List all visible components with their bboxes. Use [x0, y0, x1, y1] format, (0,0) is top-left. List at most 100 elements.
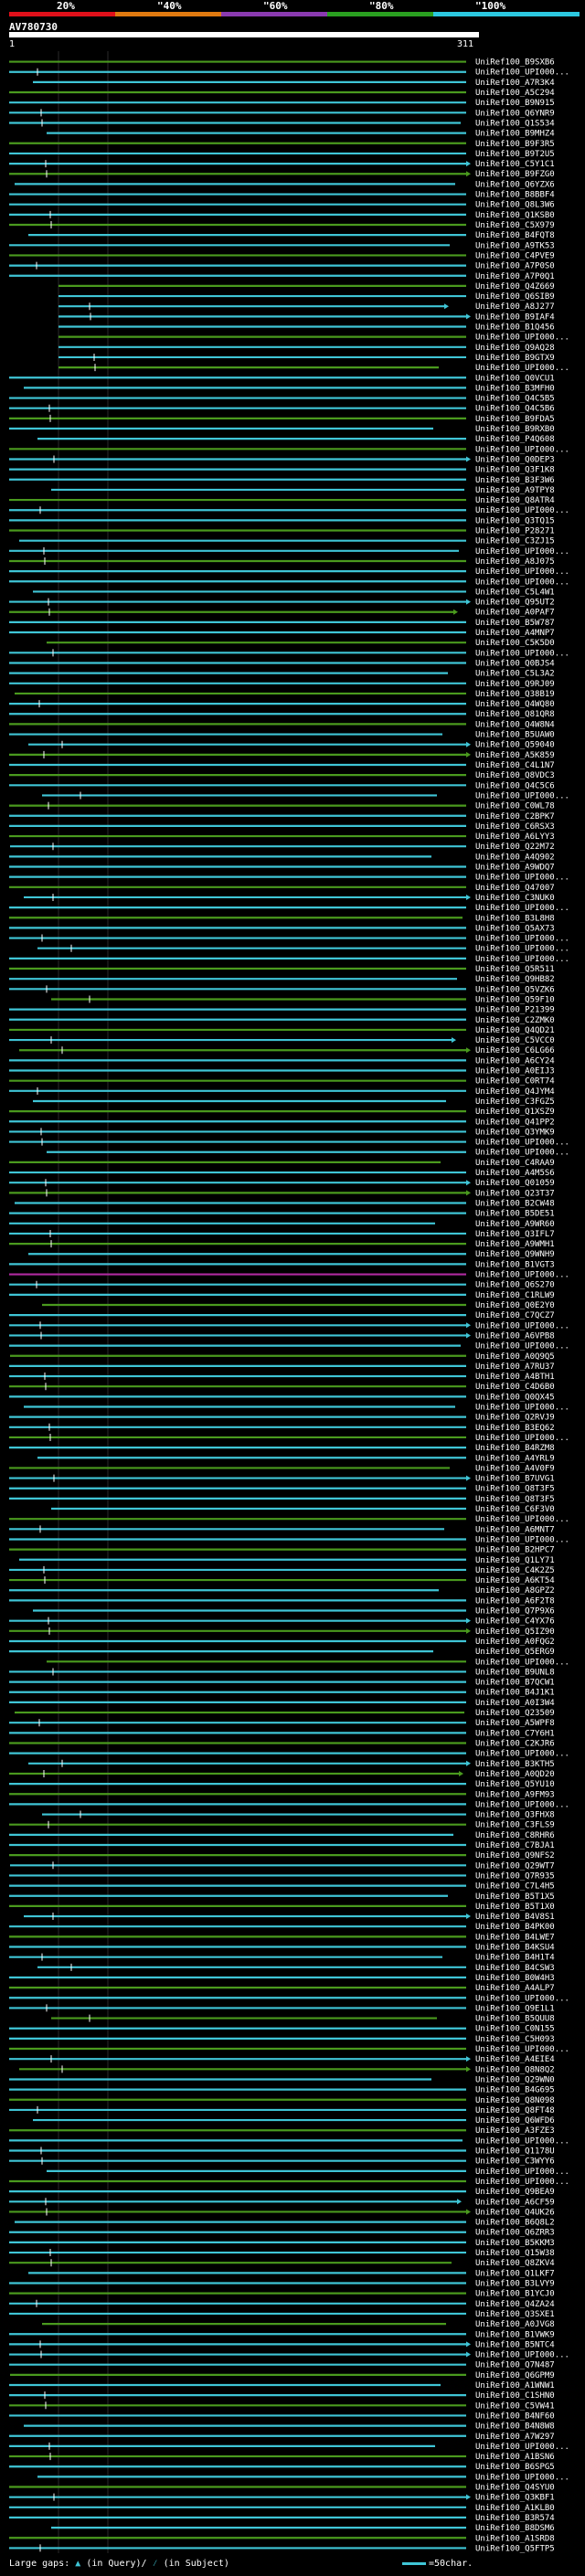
hit-label[interactable]: UniRef100_B5KKM3 [475, 2239, 555, 2248]
hit-label[interactable]: UniRef100_Q5ERG9 [475, 1648, 555, 1657]
hit-label[interactable]: UniRef100_Q8VDC3 [475, 771, 555, 780]
hit-label[interactable]: UniRef100_A8GPZ2 [475, 1586, 555, 1595]
hit-label[interactable]: UniRef100_Q9RJ09 [475, 680, 555, 689]
hit-label[interactable]: UniRef100_C4L1N7 [475, 761, 555, 770]
hit-label[interactable]: UniRef100_Q6YZX6 [475, 180, 555, 189]
hit-label[interactable]: UniRef100_B9N915 [475, 99, 555, 108]
hit-label[interactable]: UniRef100_A7W297 [475, 2433, 555, 2442]
hit-label[interactable]: UniRef100_Q4JYM4 [475, 1087, 555, 1097]
hit-label[interactable]: UniRef100_B9MHZ4 [475, 130, 555, 139]
hit-label[interactable]: UniRef100_B9SXB6 [475, 58, 555, 68]
hit-label[interactable]: UniRef100_B5T1X0 [475, 1903, 555, 1912]
hit-label[interactable]: UniRef100_B9FDA5 [475, 415, 555, 424]
hit-label[interactable]: UniRef100_Q1S534 [475, 119, 555, 128]
hit-label[interactable]: UniRef100_B9UNL8 [475, 1668, 555, 1677]
hit-label[interactable]: UniRef100_B3L8H8 [475, 914, 555, 923]
hit-label[interactable]: UniRef100_A1KLB0 [475, 2504, 555, 2513]
hit-label[interactable]: UniRef100_Q8N8Q2 [475, 2065, 555, 2074]
hit-label[interactable]: UniRef100_Q47007 [475, 884, 555, 893]
hit-label[interactable]: UniRef100_B1Q456 [475, 323, 555, 333]
hit-label[interactable]: UniRef100_UPI000... [475, 2473, 569, 2482]
hit-label[interactable]: UniRef100_B0W4H3 [475, 1974, 555, 1983]
hit-label[interactable]: UniRef100_B3MFH0 [475, 384, 555, 393]
hit-label[interactable]: UniRef100_A4V0F9 [475, 1464, 555, 1473]
hit-label[interactable]: UniRef100_Q8N098 [475, 2096, 555, 2105]
hit-label[interactable]: UniRef100_Q4ZA24 [475, 2300, 555, 2309]
hit-label[interactable]: UniRef100_B4N8W8 [475, 2422, 555, 2432]
hit-label[interactable]: UniRef100_B5QUU8 [475, 2015, 555, 2024]
hit-label[interactable]: UniRef100_A0JVG8 [475, 2320, 555, 2329]
hit-label[interactable]: UniRef100_B9GTX9 [475, 354, 555, 363]
hit-label[interactable]: UniRef100_UPI000... [475, 1515, 569, 1524]
hit-label[interactable]: UniRef100_Q0BJS4 [475, 659, 555, 668]
hit-label[interactable]: UniRef100_A0PAF7 [475, 609, 555, 618]
hit-label[interactable]: UniRef100_B4FQT8 [475, 231, 555, 240]
hit-label[interactable]: UniRef100_UPI000... [475, 2045, 569, 2054]
hit-label[interactable]: UniRef100_C1SHN0 [475, 2391, 555, 2401]
hit-label[interactable]: UniRef100_Q9HB82 [475, 975, 555, 984]
hit-label[interactable]: UniRef100_Q4Z669 [475, 282, 555, 292]
hit-label[interactable]: UniRef100_A4ALP7 [475, 1984, 555, 1993]
hit-label[interactable]: UniRef100_Q6SIB9 [475, 292, 555, 302]
hit-label[interactable]: UniRef100_Q4C5B5 [475, 395, 555, 404]
hit-label[interactable]: UniRef100_UPI000... [475, 1342, 569, 1352]
hit-label[interactable]: UniRef100_A0I3W4 [475, 1699, 555, 1708]
hit-label[interactable]: UniRef100_C5L4W1 [475, 588, 555, 597]
hit-label[interactable]: UniRef100_B9RXB0 [475, 425, 555, 434]
hit-label[interactable]: UniRef100_Q8FT48 [475, 2106, 555, 2115]
hit-label[interactable]: UniRef100_C3ZJ15 [475, 537, 555, 546]
hit-label[interactable]: UniRef100_Q1KSB0 [475, 211, 555, 220]
hit-label[interactable]: UniRef100_A1SRD8 [475, 2534, 555, 2543]
hit-label[interactable]: UniRef100_C6RSX3 [475, 822, 555, 832]
hit-label[interactable]: UniRef100_Q95UT2 [475, 599, 555, 608]
hit-label[interactable]: UniRef100_C5VCC0 [475, 1036, 555, 1045]
hit-label[interactable]: UniRef100_B4V8S1 [475, 1913, 555, 1922]
hit-label[interactable]: UniRef100_Q3IFL7 [475, 1230, 555, 1239]
hit-label[interactable]: UniRef100_A6CY24 [475, 1056, 555, 1065]
hit-label[interactable]: UniRef100_A4EIE4 [475, 2055, 555, 2064]
hit-label[interactable]: UniRef100_B2CW48 [475, 1199, 555, 1208]
hit-label[interactable]: UniRef100_B3KTH5 [475, 1760, 555, 1769]
hit-label[interactable]: UniRef100_UPI000... [475, 649, 569, 658]
hit-label[interactable]: UniRef100_UPI000... [475, 1750, 569, 1759]
hit-label[interactable]: UniRef100_Q8T3F5 [475, 1495, 555, 1504]
hit-label[interactable]: UniRef100_C8RHR6 [475, 1831, 555, 1840]
hit-label[interactable]: UniRef100_A3FZE3 [475, 2126, 555, 2136]
hit-label[interactable]: UniRef100_Q0E2Y0 [475, 1301, 555, 1310]
hit-label[interactable]: UniRef100_Q0DEP3 [475, 455, 555, 464]
hit-label[interactable]: UniRef100_A0FQG2 [475, 1638, 555, 1647]
hit-label[interactable]: UniRef100_A5C294 [475, 89, 555, 98]
hit-label[interactable]: UniRef100_UPI000... [475, 1434, 569, 1443]
hit-label[interactable]: UniRef100_A9WR60 [475, 1220, 555, 1229]
hit-label[interactable]: UniRef100_UPI000... [475, 904, 569, 913]
hit-label[interactable]: UniRef100_Q4SYU0 [475, 2484, 555, 2493]
hit-label[interactable]: UniRef100_C3WYY6 [475, 2157, 555, 2167]
hit-label[interactable]: UniRef100_A8J277 [475, 302, 555, 312]
hit-label[interactable]: UniRef100_B4CSW3 [475, 1964, 555, 1973]
hit-label[interactable]: UniRef100_UPI000... [475, 578, 569, 587]
hit-label[interactable]: UniRef100_Q9AQ28 [475, 344, 555, 353]
hit-label[interactable]: UniRef100_Q2RVJ9 [475, 1414, 555, 1423]
hit-label[interactable]: UniRef100_A6LYY3 [475, 832, 555, 842]
hit-label[interactable]: UniRef100_UPI000... [475, 1800, 569, 1809]
hit-label[interactable]: UniRef100_Q7R935 [475, 1871, 555, 1881]
hit-label[interactable]: UniRef100_UPI000... [475, 935, 569, 944]
hit-label[interactable]: UniRef100_UPI000... [475, 506, 569, 515]
hit-label[interactable]: UniRef100_Q1178U [475, 2147, 555, 2157]
hit-label[interactable]: UniRef100_C5H093 [475, 2035, 555, 2044]
hit-label[interactable]: UniRef100_UPI000... [475, 2351, 569, 2360]
hit-label[interactable]: UniRef100_Q9BEA9 [475, 2188, 555, 2197]
hit-label[interactable]: UniRef100_A1BSN6 [475, 2453, 555, 2462]
hit-label[interactable]: UniRef100_A9FM93 [475, 1790, 555, 1799]
hit-label[interactable]: UniRef100_B3LVY9 [475, 2280, 555, 2289]
hit-label[interactable]: UniRef100_Q5FTP5 [475, 2544, 555, 2553]
hit-label[interactable]: UniRef100_B5DE51 [475, 1210, 555, 1219]
hit-label[interactable]: UniRef100_UPI000... [475, 445, 569, 454]
hit-label[interactable]: UniRef100_B5UAW0 [475, 731, 555, 740]
hit-label[interactable]: UniRef100_A7RU37 [475, 1362, 555, 1372]
hit-label[interactable]: UniRef100_B6Q8L2 [475, 2219, 555, 2228]
hit-label[interactable]: UniRef100_B4LWE7 [475, 1933, 555, 1942]
hit-label[interactable]: UniRef100_B8BBF4 [475, 191, 555, 200]
hit-label[interactable]: UniRef100_UPI000... [475, 2168, 569, 2177]
hit-label[interactable]: UniRef100_Q4C5B6 [475, 405, 555, 414]
